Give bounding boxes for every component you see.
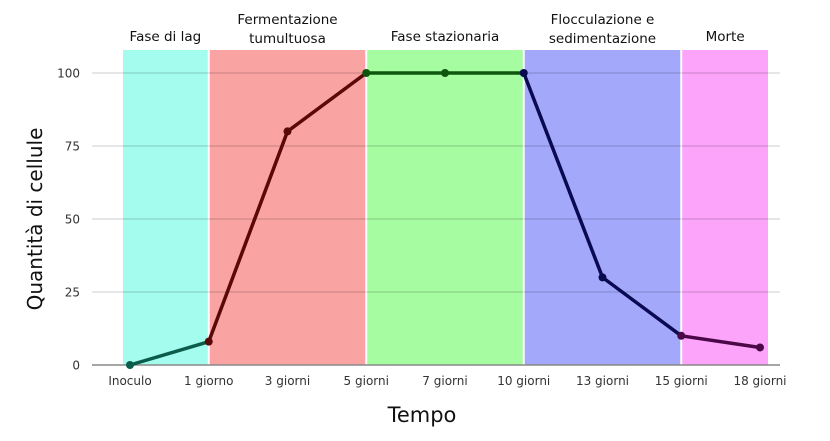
line-segment xyxy=(600,275,683,338)
phase-band xyxy=(123,50,208,365)
data-point xyxy=(441,69,449,77)
phase-band xyxy=(524,50,681,365)
x-tick-label: 10 giorni xyxy=(497,374,550,388)
data-point xyxy=(519,69,528,77)
phase-label-line: Morte xyxy=(706,29,745,45)
data-point xyxy=(283,127,292,136)
phase-band xyxy=(367,50,523,365)
x-tick-label: 5 giorni xyxy=(344,374,389,388)
phase-label: Flocculazione e sedimentazione xyxy=(549,12,656,47)
data-point xyxy=(756,343,764,352)
data-point xyxy=(362,69,371,77)
phase-label: Fase stazionaria xyxy=(391,29,500,45)
data-point xyxy=(126,361,134,369)
x-tick-label: 3 giorni xyxy=(265,374,310,388)
y-axis-label: Quantità di cellule xyxy=(23,128,47,311)
data-point xyxy=(204,337,213,346)
phase-band xyxy=(682,50,768,365)
phase-label: Fase di lag xyxy=(130,29,202,45)
phase-label: Fermentazione tumultuosa xyxy=(237,12,337,47)
y-tick-label: 100 xyxy=(57,67,80,81)
line-segment xyxy=(128,339,211,367)
data-point xyxy=(598,273,607,282)
x-tick-label: 15 giorni xyxy=(655,374,708,388)
y-tick-label: 50 xyxy=(65,213,80,227)
line-segment xyxy=(207,129,290,344)
phase-label-line: Fase di lag xyxy=(130,29,202,45)
x-tick-label: 1 giorno xyxy=(184,374,233,388)
line-segment xyxy=(679,334,762,350)
x-tick-label: Inoculo xyxy=(108,374,151,388)
x-tick-label: 18 giorni xyxy=(733,374,786,388)
phase-label-line: sedimentazione xyxy=(549,31,656,47)
x-tick-label: 7 giorni xyxy=(422,374,467,388)
x-tick-label: 13 giorni xyxy=(576,374,629,388)
y-tick-label: 0 xyxy=(72,359,80,373)
line-segment xyxy=(285,71,368,134)
y-tick-label: 75 xyxy=(65,140,80,154)
phase-label-line: tumultuosa xyxy=(249,31,326,47)
phase-label-line: Fermentazione xyxy=(237,12,337,28)
line-segment xyxy=(522,71,605,280)
phase-label-line: Fase stazionaria xyxy=(391,29,500,45)
x-axis-label: Tempo xyxy=(387,403,457,427)
data-point xyxy=(677,331,686,340)
phase-label-line: Flocculazione e xyxy=(551,12,655,28)
phase-band xyxy=(209,50,366,365)
phase-label: Morte xyxy=(706,29,745,45)
y-tick-label: 25 xyxy=(65,286,80,300)
